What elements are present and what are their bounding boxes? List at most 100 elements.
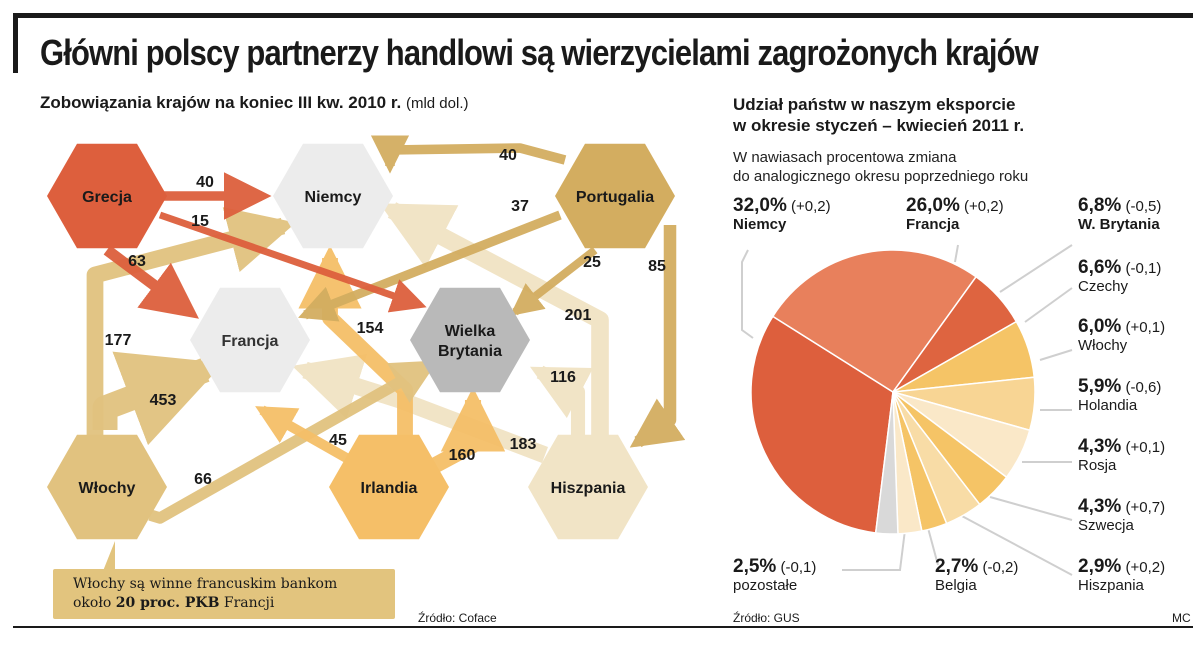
- pie-slice-1: [771, 249, 978, 394]
- pie-label-name: Włochy: [1078, 337, 1128, 354]
- left-chart-subtitle-text: Zobowiązania krajów na koniec III kw. 20…: [40, 93, 402, 112]
- hexagon-uk: [410, 287, 530, 393]
- flow-label-es-de: 201: [565, 307, 592, 324]
- pie-label-2: 6,8% (-0,5) W. Brytania: [1078, 195, 1162, 234]
- right-title-line2: w okresie styczeń – kwiecień 2011 r.: [733, 116, 1025, 135]
- pie-label-5: 5,9% (-0,6) Holandia: [1078, 376, 1162, 415]
- pie-label-pct: 6,6%: [1078, 257, 1122, 278]
- left-source: Źródło: Coface: [418, 611, 497, 625]
- export-share-pie: [741, 244, 1073, 576]
- pie-label-name: pozostałe: [733, 577, 798, 594]
- flow-arrow-pt-uk: [509, 246, 598, 317]
- pie-label-pct: 6,8%: [1078, 195, 1122, 216]
- pie-label-pct: 2,9%: [1078, 556, 1122, 577]
- node-label-de: Niemcy: [305, 189, 362, 206]
- pie-label-0: 32,0% (+0,2) Niemcy: [733, 196, 831, 234]
- hexagon-ie: [329, 434, 449, 540]
- flow-value-labels: 40 15 63 40 37 25 85 177 453 66 154 45 160 201 116 183: [105, 147, 666, 488]
- pie-label-change: (-0,2): [978, 559, 1019, 576]
- node-label-uk-1: Wielka: [445, 323, 496, 340]
- right-source: Źródło: GUS: [733, 611, 800, 625]
- pie-label-change: (-0,5): [1121, 198, 1162, 215]
- flow-label-es-fr: 183: [510, 436, 537, 453]
- pie-label-10: 2,5% (-0,1) pozostałe: [733, 556, 817, 595]
- flow-arrow-ie-fr: [255, 405, 353, 465]
- pie-label-name: Szwecja: [1078, 517, 1134, 534]
- pie-label-change: (+0,1): [1121, 319, 1166, 336]
- page-title: Główni polscy partnerzy handlowi są wier…: [40, 32, 1039, 73]
- note-line2-a: około: [73, 595, 116, 611]
- pie-leader-10: [842, 529, 906, 571]
- right-title-line1: Udział państw w naszym eksporcie: [733, 95, 1016, 114]
- hexagon-es: [528, 434, 648, 540]
- flow-arrow-pt-es: [629, 225, 686, 448]
- flow-arrow-it-uk: [148, 360, 438, 524]
- flow-label-pt-fr: 37: [511, 198, 529, 215]
- pie-slices: [750, 249, 1036, 535]
- frame-bottom-rule: [13, 626, 1193, 628]
- pie-label-name: Francja: [906, 216, 960, 233]
- hexagon-fr: [190, 287, 310, 393]
- flow-label-pt-uk: 25: [583, 254, 601, 271]
- flow-label-ie-uk: 160: [449, 447, 476, 464]
- pie-leader-7: [989, 496, 1073, 521]
- pie-label-name: Belgia: [935, 577, 977, 594]
- pie-label-name: W. Brytania: [1078, 216, 1160, 233]
- pie-leader-1: [954, 244, 959, 263]
- flow-arrow-ie-uk: [426, 387, 506, 476]
- pie-label-pct: 26,0%: [906, 195, 960, 216]
- note-line1: Włochy są winne francuskim bankom: [73, 576, 338, 592]
- pie-label-pct: 5,9%: [1078, 376, 1122, 397]
- pie-label-change: (-0,6): [1121, 379, 1162, 396]
- pie-label-change: (-0,1): [776, 559, 817, 576]
- pie-label-1: 26,0% (+0,2) Francja: [906, 195, 1004, 234]
- flow-arrow-it-fr: [92, 351, 224, 446]
- left-chart-subtitle: Zobowiązania krajów na koniec III kw. 20…: [40, 93, 468, 113]
- italy-note-text: Włochy są winne francuskim bankom około …: [73, 575, 337, 613]
- pie-label-name: Czechy: [1078, 278, 1129, 295]
- flow-label-pt-de: 40: [499, 147, 517, 164]
- pie-label-pct: 4,3%: [1078, 496, 1122, 517]
- pie-label-6: 4,3% (+0,1) Rosja: [1078, 436, 1165, 475]
- note-line2-c: Francji: [219, 595, 275, 611]
- note-line2-b: 20 proc. PKB: [115, 595, 220, 611]
- pie-label-change: (+0,7): [1121, 499, 1166, 516]
- node-label-es: Hiszpania: [551, 480, 626, 497]
- node-label-it: Włochy: [79, 480, 136, 497]
- frame-top-rule: [13, 13, 1193, 18]
- node-label-uk-2: Brytania: [438, 343, 502, 360]
- pie-label-pct: 6,0%: [1078, 316, 1122, 337]
- pie-label-name: Hiszpania: [1078, 577, 1144, 594]
- frame-left-rule: [13, 13, 18, 73]
- pie-label-name: Niemcy: [733, 216, 787, 233]
- flow-label-it-de: 177: [105, 332, 132, 349]
- flow-arrow-it-de: [86, 207, 296, 440]
- node-label-ie: Irlandia: [361, 480, 418, 497]
- italy-note-box: Włochy są winne francuskim bankom około …: [53, 569, 395, 619]
- node-label-pt: Portugalia: [576, 189, 654, 206]
- flow-label-ie-fr: 45: [329, 432, 347, 449]
- right-sub-line2: do analogicznego okresu poprzedniego rok…: [733, 168, 1029, 185]
- pie-slice-10: [874, 391, 899, 535]
- flow-label-ie-de: 154: [357, 320, 384, 337]
- flow-label-es-uk: 116: [550, 369, 576, 386]
- flow-arrow-es-uk: [529, 365, 594, 440]
- flow-arrows: [86, 135, 686, 524]
- pie-label-8: 2,9% (+0,2) Hiszpania: [1078, 556, 1165, 595]
- pie-leader-4: [1039, 349, 1073, 361]
- flow-arrow-pt-fr: [298, 210, 562, 322]
- pie-label-pct: 2,5%: [733, 556, 777, 577]
- pie-leader-3: [1024, 287, 1073, 323]
- credit: MC: [1172, 611, 1191, 625]
- pie-leader-8: [959, 514, 1073, 576]
- flow-label-gr-fr: 63: [128, 253, 146, 270]
- hexagon-gr: [47, 143, 167, 249]
- pie-label-pct: 2,7%: [935, 556, 979, 577]
- pie-label-3: 6,6% (-0,1) Czechy: [1078, 257, 1161, 296]
- pie-label-pct: 4,3%: [1078, 436, 1122, 457]
- flow-arrow-pt-de: [370, 135, 567, 174]
- right-sub-line1: W nawiasach procentowa zmiana: [733, 149, 957, 166]
- country-hexagons: Grecja Niemcy Portugalia Francja Wielka Bryta…: [47, 143, 675, 540]
- pie-label-name: Holandia: [1078, 397, 1138, 414]
- flow-arrow-gr-fr: [103, 245, 199, 319]
